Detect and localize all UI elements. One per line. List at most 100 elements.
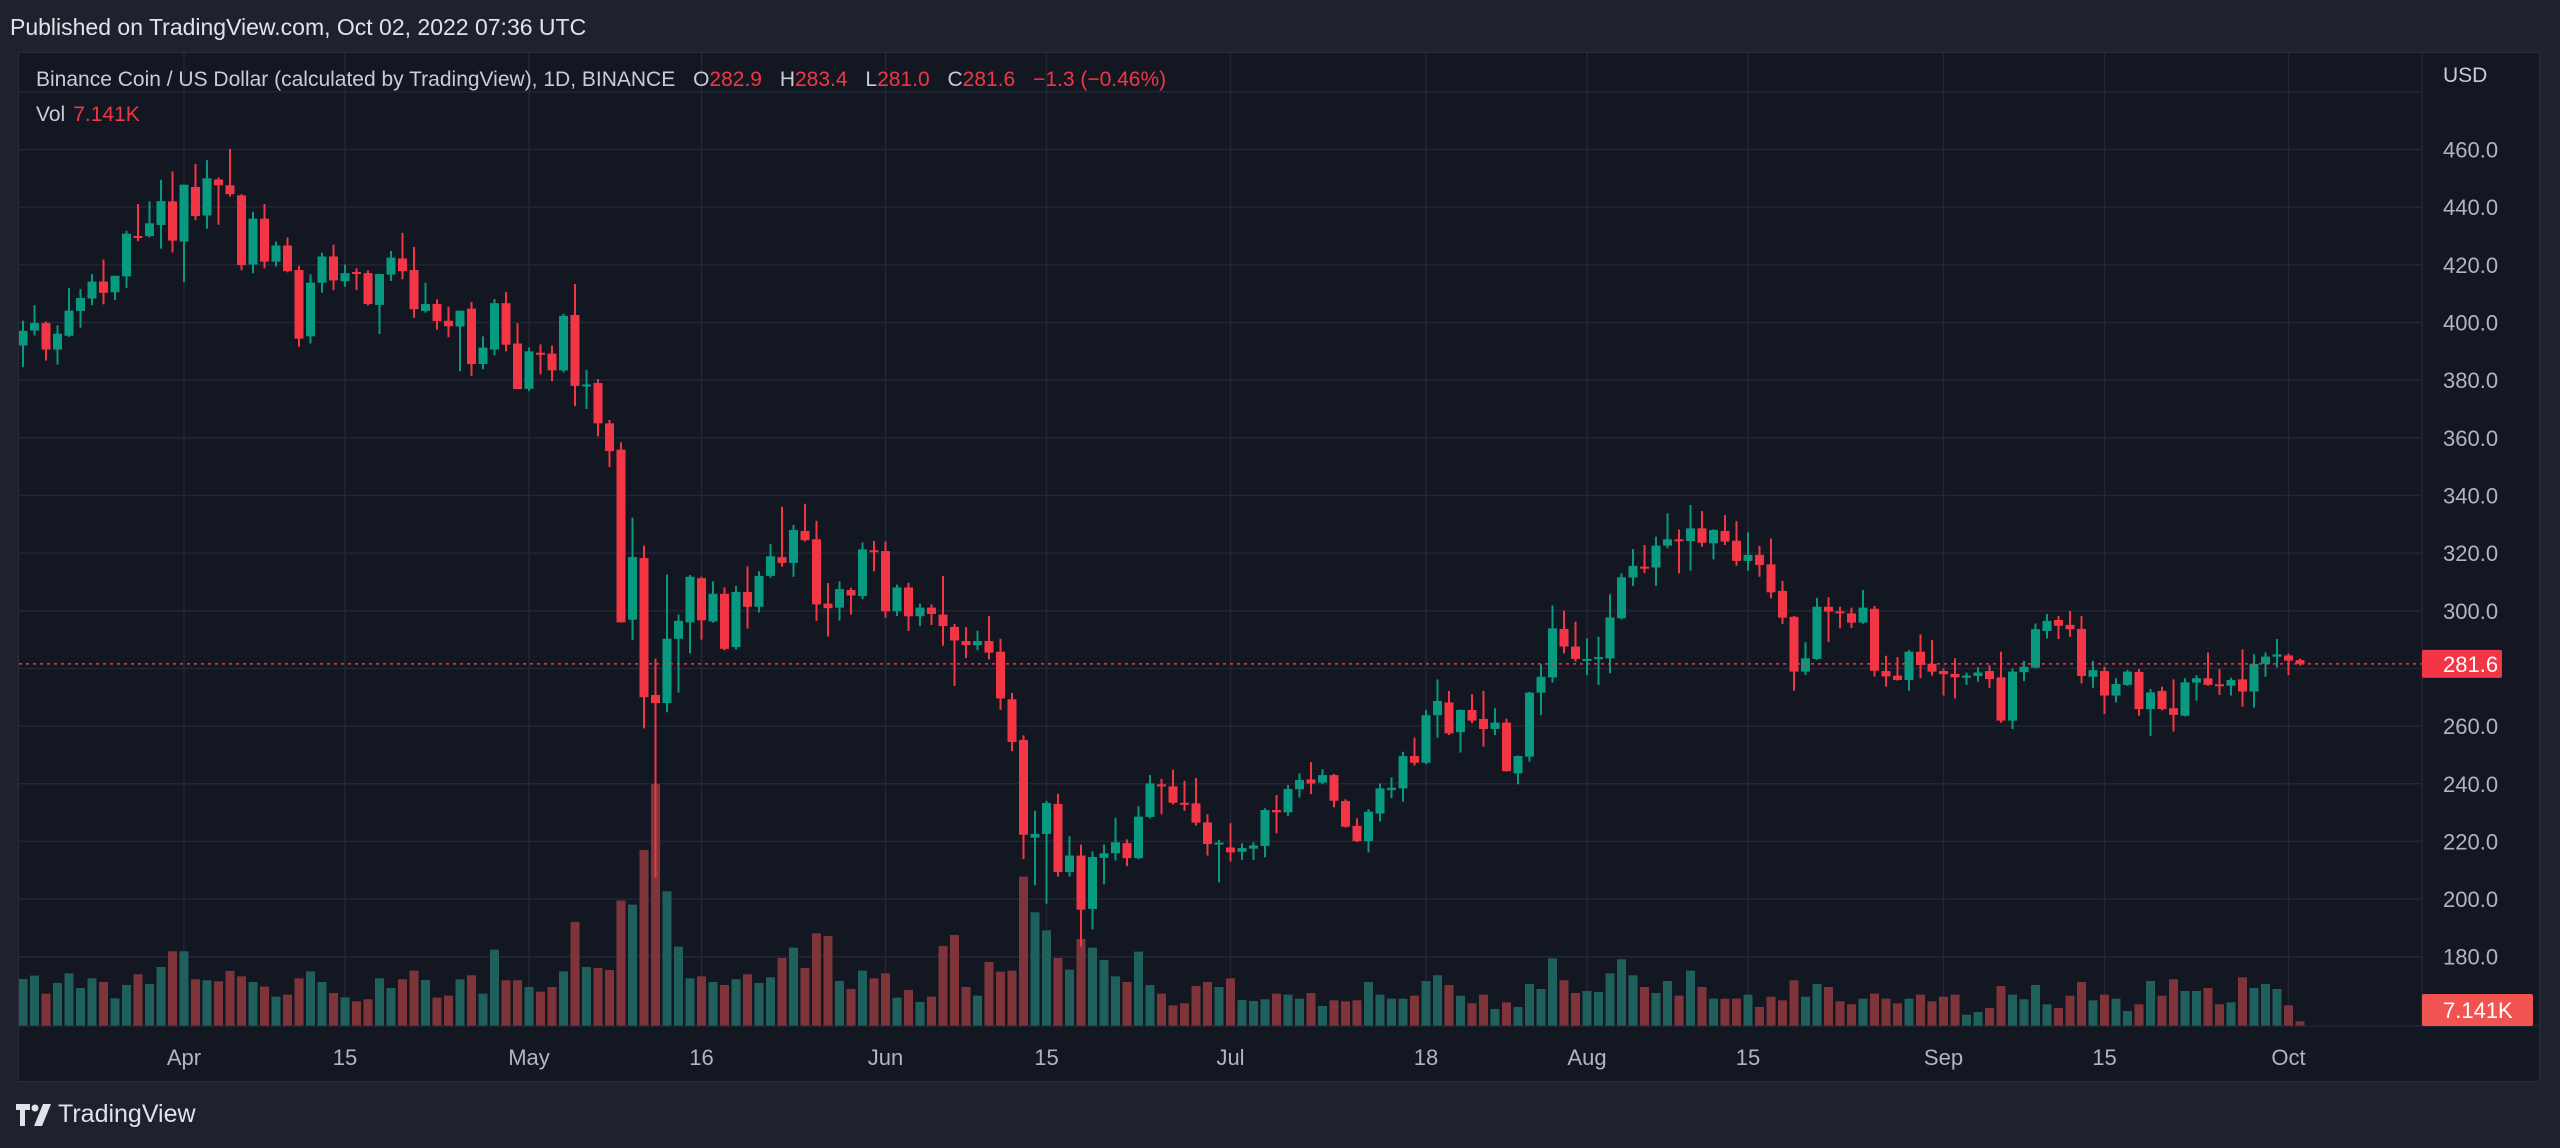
volume-bar xyxy=(1375,994,1385,1026)
volume-label: Vol xyxy=(36,103,66,126)
price-axis[interactable]: 460.0 440.0 420.0 400.0 380.0 360.0 340.0 320.0… xyxy=(2443,138,2498,970)
volume-bar xyxy=(1594,991,1603,1026)
volume-bar xyxy=(513,980,522,1026)
volume-bar xyxy=(1697,986,1707,1026)
candle-body xyxy=(1180,802,1189,805)
candle-body xyxy=(1835,611,1845,614)
volume-bar xyxy=(1387,998,1396,1026)
candle-body xyxy=(662,638,672,704)
last-price-label: 281.6 xyxy=(2422,649,2502,678)
candle-body xyxy=(110,275,120,293)
candle-body xyxy=(1467,709,1477,721)
volume-bar xyxy=(248,981,258,1026)
volume-bar xyxy=(1720,998,1730,1026)
volume-bar xyxy=(1927,1001,1937,1026)
volume-bar xyxy=(777,957,787,1026)
candle-body xyxy=(490,303,499,350)
time-tick-label: Apr xyxy=(167,1045,201,1070)
candle-body xyxy=(225,185,235,195)
volume-bar xyxy=(1249,1001,1258,1026)
candle-body xyxy=(30,323,39,331)
candle-body xyxy=(283,245,292,272)
candle-body xyxy=(1272,809,1281,813)
volume-bar xyxy=(202,980,212,1026)
plot-area xyxy=(19,148,2422,1026)
chart-panel[interactable] xyxy=(18,52,2540,1082)
volume-bar xyxy=(179,951,189,1026)
volume-bar xyxy=(536,991,545,1026)
candle-body xyxy=(697,578,706,621)
candle-body xyxy=(1789,616,1799,672)
volume-bar xyxy=(927,996,936,1026)
volume-legend[interactable]: Vol 7.141K xyxy=(36,103,140,127)
currency-label[interactable]: USD xyxy=(2443,64,2488,87)
volume-bar xyxy=(1099,959,1109,1026)
volume-bar xyxy=(1260,999,1270,1026)
candle-body xyxy=(1594,657,1603,660)
volume-bar xyxy=(1490,1008,1500,1026)
candle-body xyxy=(1766,564,1776,593)
candle-body xyxy=(145,223,154,236)
volume-bar xyxy=(409,970,419,1026)
time-axis[interactable]: Apr 15 May 16 Jun 15 Jul 18 Aug 15 Sep 15 Oct xyxy=(167,1045,2306,1070)
volume-bar xyxy=(697,976,706,1026)
volume-bar xyxy=(766,977,775,1026)
volume-bar xyxy=(674,946,683,1026)
candle-body xyxy=(191,186,200,217)
candle-body xyxy=(1375,788,1385,814)
candle-body xyxy=(2226,679,2236,686)
candle-body xyxy=(616,449,626,623)
volume-bar xyxy=(869,978,879,1026)
candle-body xyxy=(1536,676,1546,693)
volume-bar xyxy=(915,1001,925,1026)
candle-body xyxy=(19,330,28,346)
volume-bar xyxy=(329,992,338,1026)
volume-bar xyxy=(2169,979,2178,1026)
volume-bar xyxy=(2054,1007,2063,1026)
volume-bar xyxy=(1030,912,1040,1026)
symbol-legend[interactable]: Binance Coin / US Dollar (calculated by … xyxy=(36,68,1166,92)
volume-bar xyxy=(2008,994,2017,1026)
volume-bar xyxy=(1732,998,1741,1026)
volume-bar xyxy=(1410,995,1419,1026)
time-tick-label: 15 xyxy=(1736,1045,1760,1070)
candle-body xyxy=(2088,670,2098,677)
volume-bar xyxy=(2295,1021,2305,1026)
time-tick-label: Jul xyxy=(1216,1045,1244,1070)
candle-body xyxy=(1778,590,1787,618)
price-tick-label: 300.0 xyxy=(2443,599,2498,624)
volume-bar xyxy=(1168,1005,1178,1026)
volume-bar xyxy=(41,993,51,1026)
candle-body xyxy=(133,235,143,238)
footer-brand[interactable]: TradingView xyxy=(16,1100,196,1129)
price-tick-label: 240.0 xyxy=(2443,772,2498,797)
tradingview-logo-icon xyxy=(16,1103,51,1126)
volume-bar xyxy=(1295,998,1304,1026)
candle-body xyxy=(1939,671,1948,675)
volume-bar xyxy=(1053,957,1063,1026)
candle-body xyxy=(1318,775,1327,783)
volume-bar xyxy=(2042,1004,2052,1026)
candle-body xyxy=(869,550,879,553)
candle-body xyxy=(835,589,844,608)
volume-bar xyxy=(1709,998,1718,1026)
candle-body xyxy=(363,273,373,305)
candle-body xyxy=(2019,666,2029,673)
volume-bar xyxy=(2065,995,2075,1026)
candle-body xyxy=(1352,825,1362,842)
volume-bar xyxy=(823,935,833,1026)
grid-lines xyxy=(19,53,2422,1026)
candle-body xyxy=(2065,624,2075,630)
volume-bar xyxy=(99,981,108,1026)
volume-bar xyxy=(1364,981,1373,1026)
candle-body xyxy=(1640,566,1649,569)
price-tick-label: 420.0 xyxy=(2443,253,2498,278)
volume-bar xyxy=(1421,981,1431,1026)
volume-bar xyxy=(455,979,465,1026)
volume-bar xyxy=(1962,1014,1971,1026)
volume-bar xyxy=(1651,992,1661,1026)
price-tick-label: 440.0 xyxy=(2443,195,2498,220)
candle-body xyxy=(409,270,419,310)
candle-body xyxy=(1042,803,1051,834)
